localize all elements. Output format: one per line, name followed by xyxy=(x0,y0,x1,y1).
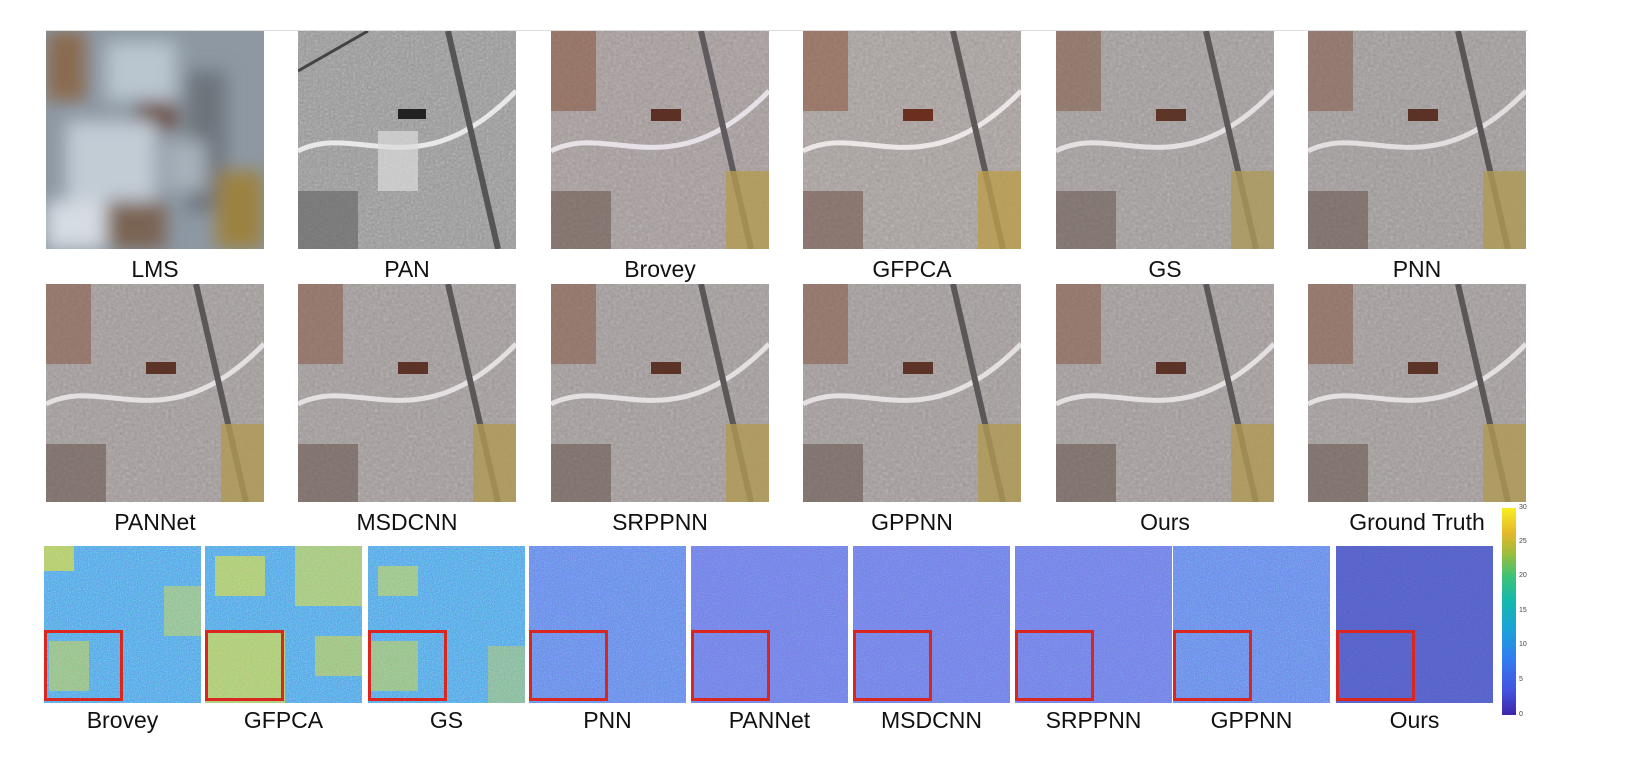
caption-error-8: GPPNN xyxy=(1210,707,1293,733)
zoom-box xyxy=(529,630,608,701)
image-pnn xyxy=(1308,31,1526,249)
caption-error-2: GFPCA xyxy=(243,707,324,733)
image-gfpca xyxy=(803,31,1021,249)
image-ours xyxy=(1056,284,1274,502)
caption-row2-6: Ground Truth xyxy=(1349,509,1485,535)
caption-row2-3: SRPPNN xyxy=(612,509,708,535)
caption-row2-4: GPPNN xyxy=(871,509,953,535)
caption-error-4: PNN xyxy=(583,707,632,733)
figure-top-rule xyxy=(46,30,1528,31)
colorbar xyxy=(1502,508,1516,715)
caption-error-7: SRPPNN xyxy=(1045,707,1142,733)
caption-error-5: PANNet xyxy=(728,707,811,733)
caption-row2-1: PANNet xyxy=(114,509,196,535)
zoom-box xyxy=(853,630,932,701)
caption-error-6: MSDCNN xyxy=(881,707,982,733)
colorbar-tick: 5 xyxy=(1519,676,1523,683)
colorbar-tick: 20 xyxy=(1519,572,1527,579)
caption-error-3: GS xyxy=(429,707,464,733)
image-brovey xyxy=(551,31,769,249)
colorbar-tick: 30 xyxy=(1519,504,1527,511)
image-srppnn xyxy=(551,284,769,502)
colorbar-tick: 15 xyxy=(1519,607,1527,614)
colorbar-tick: 10 xyxy=(1519,641,1527,648)
caption-row2-5: Ours xyxy=(1140,509,1190,535)
caption-row1-2: PAN xyxy=(384,256,430,282)
zoom-box xyxy=(1015,630,1094,701)
zoom-box xyxy=(1173,630,1252,701)
colorbar-tick: 25 xyxy=(1519,538,1527,545)
image-pannet xyxy=(46,284,264,502)
image-gppnn xyxy=(803,284,1021,502)
zoom-box xyxy=(691,630,770,701)
caption-row1-5: GS xyxy=(1148,256,1182,282)
image-gs xyxy=(1056,31,1274,249)
image-lms xyxy=(46,31,264,249)
caption-row1-3: Brovey xyxy=(624,256,696,282)
caption-row2-2: MSDCNN xyxy=(356,509,458,535)
caption-row1-6: PNN xyxy=(1392,256,1442,282)
zoom-box xyxy=(205,630,284,701)
image-msdcnn xyxy=(298,284,516,502)
zoom-box xyxy=(44,630,123,701)
caption-error-1: Brovey xyxy=(86,707,159,733)
caption-row1-1: LMS xyxy=(131,256,179,282)
colorbar-tick: 0 xyxy=(1519,711,1523,718)
zoom-box xyxy=(368,630,447,701)
caption-row1-4: GFPCA xyxy=(872,256,952,282)
image-pan xyxy=(298,31,516,249)
zoom-box xyxy=(1336,630,1415,701)
caption-error-9: Ours xyxy=(1389,707,1440,733)
image-ground-truth xyxy=(1308,284,1526,502)
